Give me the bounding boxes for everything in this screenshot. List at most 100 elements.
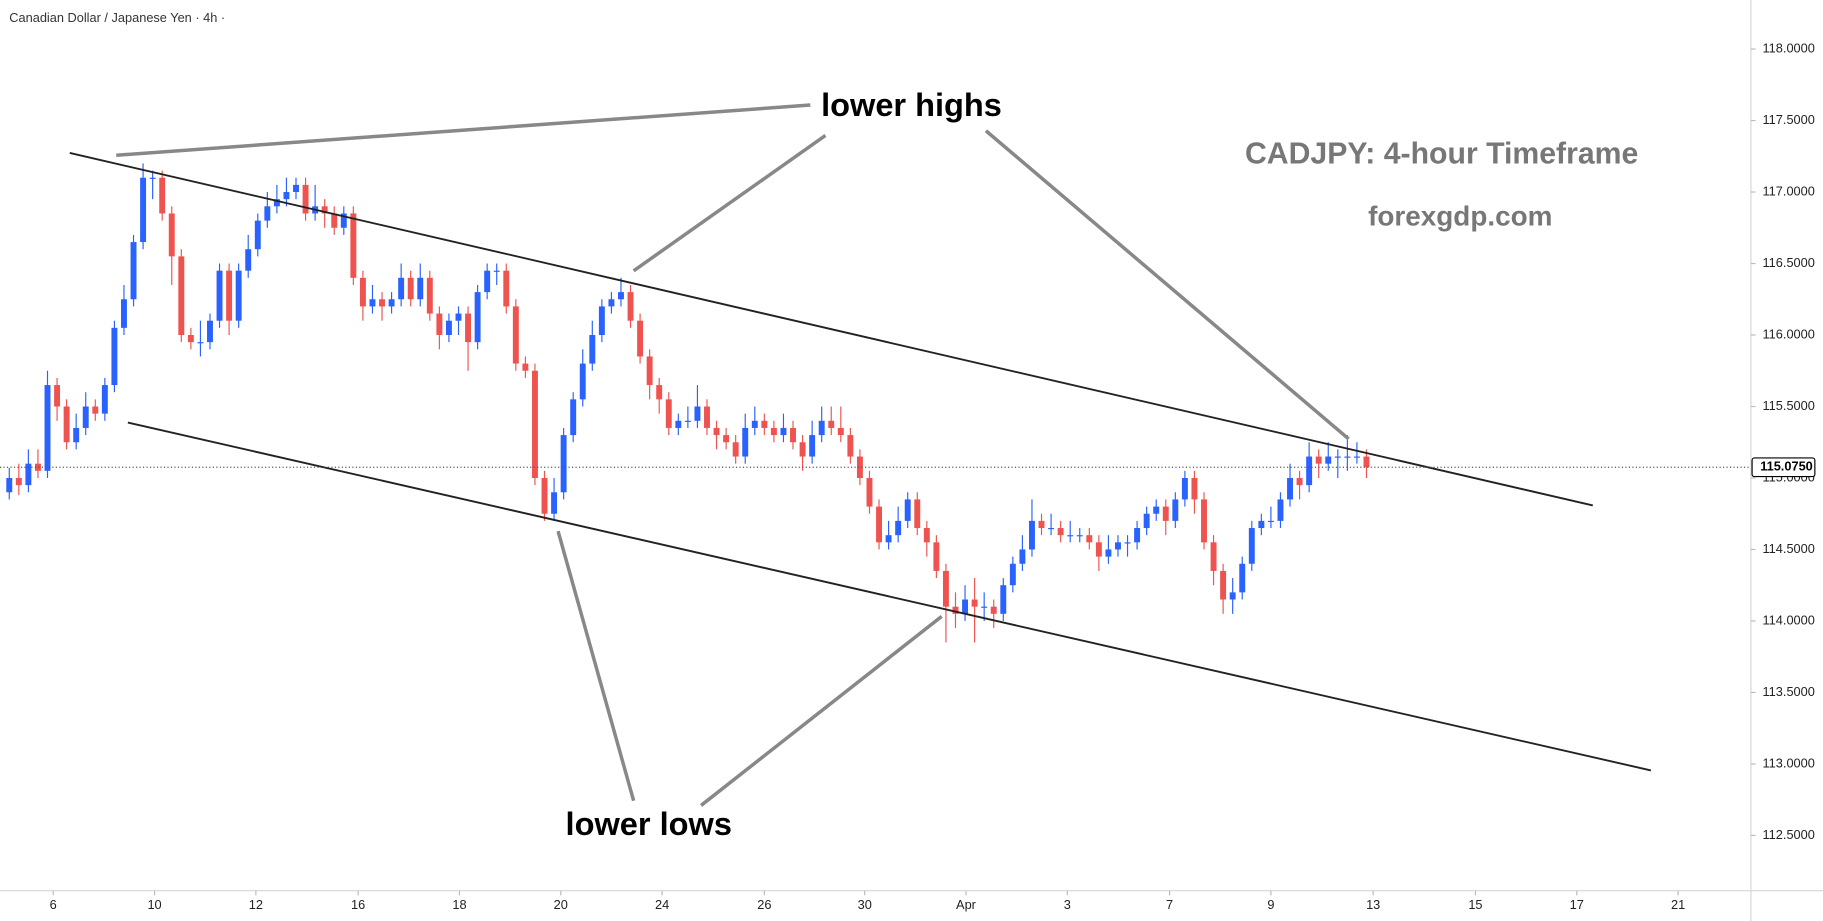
candle-body bbox=[1210, 542, 1217, 571]
candle-body bbox=[876, 506, 882, 543]
candle-body bbox=[1258, 520, 1265, 529]
candle-body bbox=[264, 206, 271, 221]
candle-body bbox=[904, 499, 911, 521]
candle-body bbox=[426, 277, 433, 314]
candle-body bbox=[589, 335, 596, 364]
x-tick-label: 10 bbox=[147, 897, 161, 912]
candle-body bbox=[350, 213, 357, 278]
y-tick-label: 113.5000 bbox=[1763, 684, 1815, 699]
pointer-line bbox=[984, 129, 1350, 441]
candle-body bbox=[751, 420, 758, 428]
candle-body bbox=[560, 435, 567, 493]
plot bbox=[6, 163, 1370, 643]
candle-body bbox=[656, 385, 663, 400]
candle-body bbox=[1057, 528, 1064, 536]
candle-body bbox=[178, 256, 185, 336]
candle-body bbox=[885, 535, 892, 543]
candle-body bbox=[1267, 520, 1274, 523]
candle-body bbox=[6, 477, 13, 493]
candle-body bbox=[1162, 506, 1169, 521]
candle-body bbox=[1086, 535, 1093, 543]
candle-body bbox=[1115, 542, 1121, 550]
candle-body bbox=[1344, 456, 1351, 458]
candle-body bbox=[1325, 456, 1332, 464]
candle-body bbox=[1095, 542, 1102, 557]
candle-body bbox=[388, 299, 395, 307]
x-tick-label: 16 bbox=[351, 897, 365, 912]
candle-body bbox=[111, 327, 118, 386]
candle-body bbox=[1229, 592, 1236, 600]
candle-body bbox=[713, 427, 720, 436]
y-tick-label: 114.5000 bbox=[1763, 541, 1815, 556]
candle-body bbox=[1239, 563, 1246, 593]
x-tick-label: 7 bbox=[1166, 897, 1173, 912]
x-tick-label: 17 bbox=[1570, 897, 1584, 912]
candle-body bbox=[1315, 456, 1322, 464]
candle-body bbox=[1334, 456, 1341, 458]
candle-body bbox=[799, 442, 806, 457]
candle-body bbox=[962, 599, 969, 614]
candle-body bbox=[981, 606, 988, 608]
candle-body bbox=[732, 442, 739, 457]
pointer-line bbox=[116, 103, 811, 157]
candle-body bbox=[1277, 499, 1284, 521]
candle-body bbox=[665, 399, 672, 428]
candle-body bbox=[283, 192, 290, 200]
candle-body bbox=[331, 213, 338, 228]
x-tick-label: 30 bbox=[858, 897, 872, 912]
candle-body bbox=[359, 277, 366, 307]
candle-body bbox=[197, 342, 204, 344]
candle-body bbox=[302, 184, 309, 214]
x-tick-label: 6 bbox=[50, 897, 57, 912]
candle-body bbox=[44, 385, 51, 471]
candle-body bbox=[608, 299, 615, 307]
candle-body bbox=[1038, 520, 1045, 529]
y-tick-label: 116.5000 bbox=[1763, 255, 1815, 270]
candle-body bbox=[618, 292, 624, 300]
candle-body bbox=[474, 292, 481, 343]
candle-body bbox=[1105, 549, 1112, 557]
pointer-line bbox=[699, 614, 943, 807]
candle-body bbox=[207, 320, 213, 343]
candle-body bbox=[369, 299, 376, 307]
y-tick-label: 118.0000 bbox=[1763, 40, 1815, 55]
candle-body bbox=[101, 385, 108, 414]
lower-trendline bbox=[127, 421, 1652, 772]
candle-body bbox=[1067, 535, 1074, 537]
candle-body bbox=[168, 213, 175, 257]
candle-body bbox=[34, 463, 41, 471]
candle-body bbox=[1181, 477, 1188, 500]
candle-body bbox=[742, 427, 749, 457]
x-tick-label: 3 bbox=[1064, 897, 1071, 912]
candle-body bbox=[780, 427, 787, 436]
candle-body bbox=[837, 427, 844, 436]
y-tick-label: 114.0000 bbox=[1763, 612, 1815, 627]
candle-body bbox=[484, 270, 491, 293]
candle-body bbox=[579, 363, 586, 400]
x-tick-label: 15 bbox=[1468, 897, 1482, 912]
candle-body bbox=[570, 399, 577, 436]
candle-body bbox=[531, 370, 538, 478]
candle-body bbox=[761, 420, 768, 428]
candle-body bbox=[704, 406, 710, 428]
candle-body bbox=[121, 299, 127, 328]
candle-body bbox=[1000, 585, 1007, 614]
candle-body bbox=[933, 542, 940, 571]
candle-body bbox=[828, 420, 835, 428]
candle-body bbox=[436, 313, 443, 336]
candle-body bbox=[54, 385, 61, 407]
candle-body bbox=[235, 270, 242, 321]
candle-body bbox=[1076, 535, 1083, 537]
candle-body bbox=[187, 335, 194, 343]
x-tick-label: 9 bbox=[1267, 897, 1274, 912]
candle-body bbox=[866, 477, 873, 507]
candle-body bbox=[646, 356, 653, 386]
candle-body bbox=[73, 427, 80, 443]
candle-body bbox=[15, 477, 22, 486]
x-tick-label: 13 bbox=[1366, 897, 1380, 912]
candle-body bbox=[1019, 549, 1026, 564]
pointer-line bbox=[556, 530, 636, 802]
last-price-label: 115.0750 bbox=[1760, 459, 1813, 474]
